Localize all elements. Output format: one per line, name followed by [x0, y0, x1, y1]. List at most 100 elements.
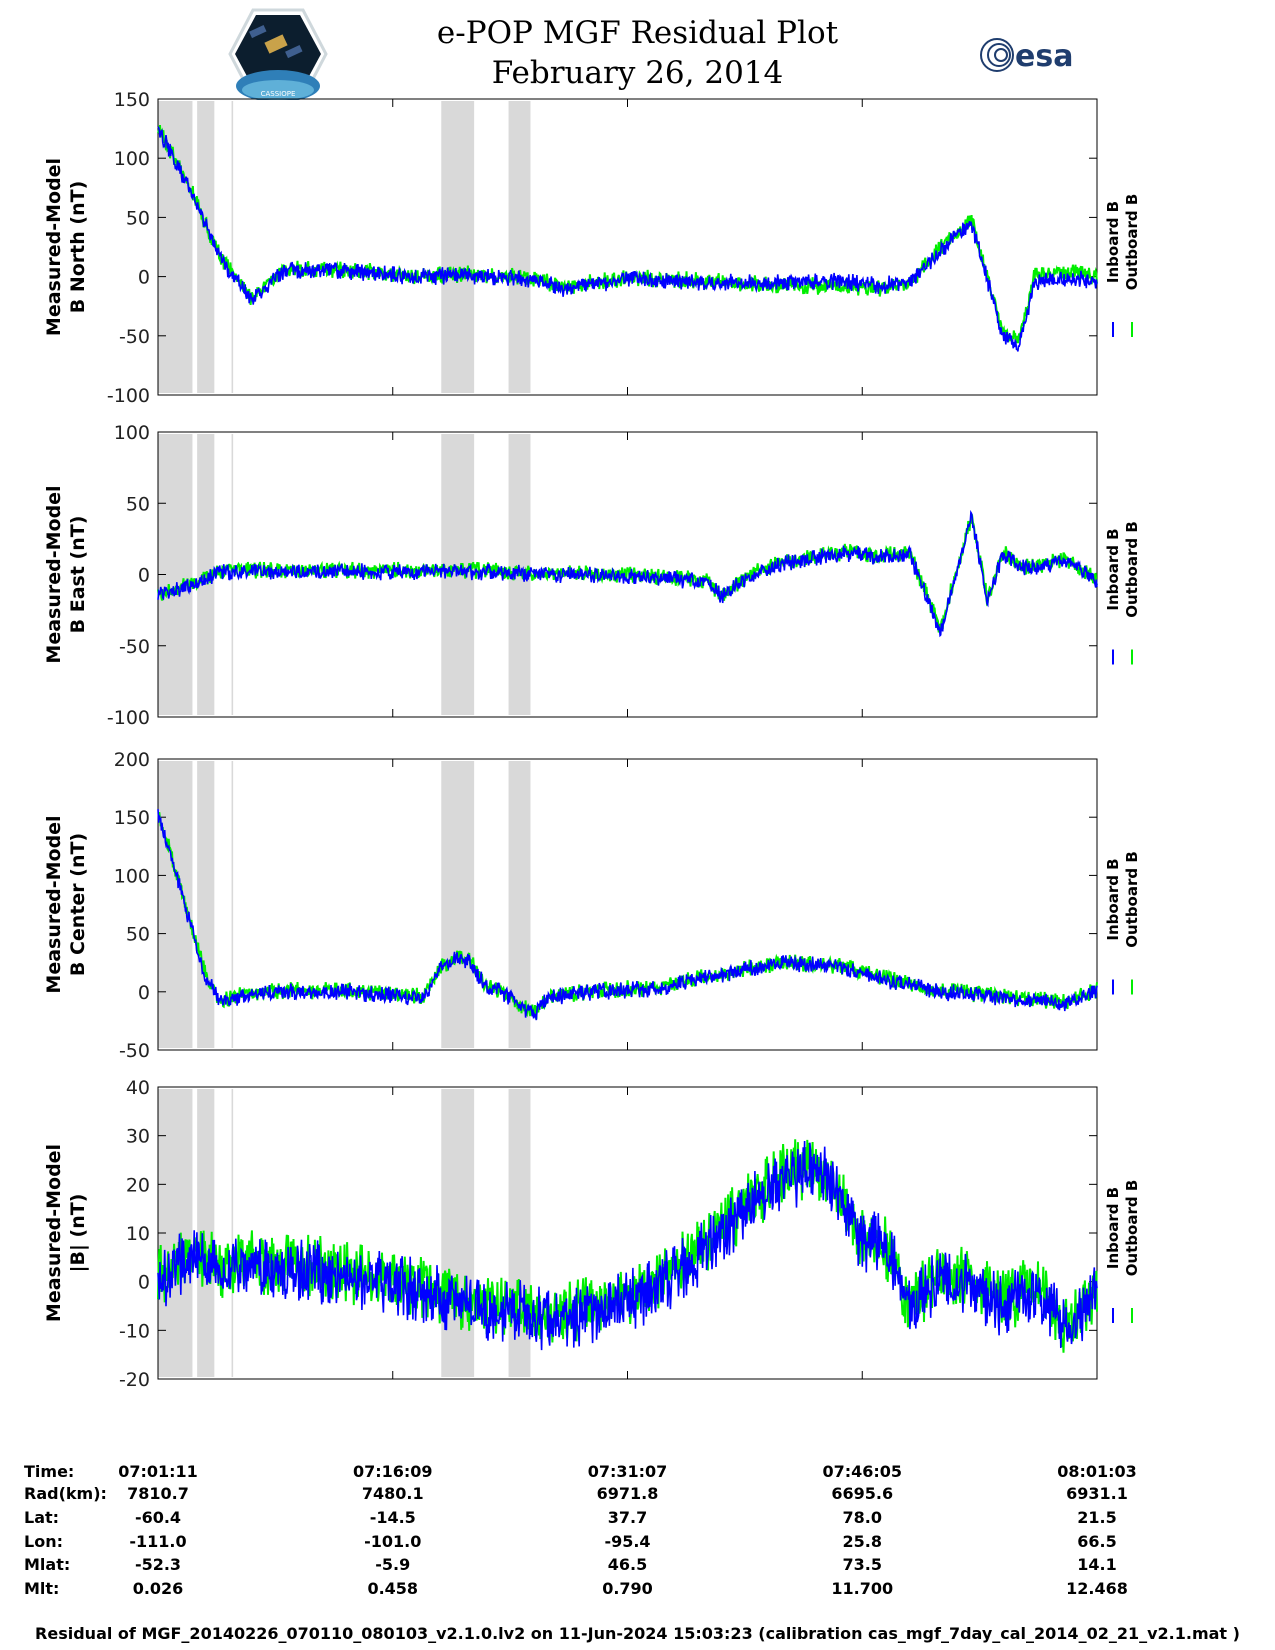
esa-logo: esa	[980, 38, 1073, 74]
satellite-icon	[249, 24, 303, 59]
ephemeris-table: Time: 07:01:11 07:16:09 07:31:07 07:46:05 08:…	[0, 1460, 1275, 1610]
info-cell: 08:01:03	[1057, 1462, 1137, 1481]
chart-panel-1: -100 -50 0 50 100 150 Measured-Model B North (n…	[43, 89, 1141, 407]
y-tick-label: 50	[126, 207, 150, 229]
info-row-label: Rad(km):	[24, 1484, 107, 1503]
info-cell: -111.0	[129, 1532, 187, 1551]
legend-outboard-label: Outboard B	[1123, 521, 1141, 618]
y-tick-label: 50	[126, 493, 150, 515]
info-cell: 0.458	[367, 1579, 419, 1598]
y-tick-label: 40	[126, 1077, 150, 1099]
series-line-inboard	[157, 509, 1098, 638]
plot-frame	[157, 758, 1098, 1051]
chart-panel-3: -50 0 50 100 150 200 Measured-Model B Center (n…	[43, 749, 1141, 1062]
footer-note: Residual of MGF_20140226_070110_080103_v…	[35, 1624, 1240, 1643]
cassiope-logo: CASSIOPE	[228, 8, 328, 100]
esa-logo-text: esa	[1015, 39, 1073, 74]
y-axis-label: Measured-Model	[43, 158, 65, 336]
plot-title: e-POP MGF Residual Plot	[436, 15, 839, 51]
legend-outboard-label: Outboard B	[1123, 1180, 1141, 1277]
y-tick-label: 150	[114, 807, 150, 829]
y-tick-label: -20	[119, 1369, 150, 1391]
info-cell: 7810.7	[127, 1484, 189, 1503]
y-tick-label: -100	[107, 385, 150, 407]
legend-inboard-label: Inboard B	[1104, 1187, 1122, 1269]
y-tick-label: 0	[138, 982, 150, 1004]
y-tick-label: 50	[126, 924, 150, 946]
shaded-interval	[158, 761, 193, 1048]
y-axis-label: Measured-Model	[43, 1144, 65, 1322]
info-row-label: Lat:	[24, 1508, 60, 1527]
y-axis-label: Measured-Model	[43, 485, 65, 663]
shaded-interval	[197, 101, 215, 393]
shaded-interval	[197, 1089, 215, 1377]
shaded-interval	[441, 434, 475, 715]
info-cell: 07:46:05	[822, 1462, 903, 1481]
info-cell: 14.1	[1077, 1555, 1117, 1574]
shaded-interval	[231, 761, 234, 1048]
series-line-inboard	[157, 809, 1098, 1021]
y-axis-label-unit: B East (nT)	[67, 516, 89, 634]
y-tick-label: 10	[126, 1223, 150, 1245]
y-tick-label: 30	[126, 1126, 150, 1148]
info-cell: 7480.1	[361, 1484, 424, 1503]
info-cell: 66.5	[1077, 1532, 1117, 1551]
plot-frame	[157, 1086, 1098, 1380]
y-tick-label: 150	[114, 89, 150, 111]
legend-outboard-label: Outboard B	[1123, 194, 1141, 291]
shaded-interval	[508, 761, 531, 1048]
cassiope-logo-text: CASSIOPE	[261, 90, 296, 98]
info-row-label: Mlt:	[24, 1579, 60, 1598]
shaded-interval	[197, 761, 215, 1048]
y-tick-label: 0	[138, 1272, 150, 1294]
legend-outboard-label: Outboard B	[1123, 851, 1141, 948]
y-tick-label: 100	[114, 422, 150, 444]
y-tick-label: -50	[119, 1040, 150, 1062]
y-axis-label-unit: |B| (nT)	[67, 1194, 89, 1273]
info-cell: 6931.1	[1066, 1484, 1128, 1503]
info-row-label: Lon:	[24, 1532, 63, 1551]
info-cell: 73.5	[842, 1555, 882, 1574]
y-axis-label-unit: B Center (nT)	[67, 833, 89, 976]
legend-inboard-label: Inboard B	[1104, 201, 1122, 283]
y-tick-label: 100	[114, 148, 150, 170]
esa-swirl-icon	[980, 38, 1014, 72]
info-cell: 12.468	[1066, 1579, 1128, 1598]
y-tick-label: -10	[119, 1320, 150, 1342]
info-cell: 11.700	[831, 1579, 894, 1598]
info-cell: 6971.8	[596, 1484, 659, 1503]
legend-inboard-label: Inboard B	[1104, 858, 1122, 940]
info-cell: 0.790	[602, 1579, 653, 1598]
info-cell: -101.0	[364, 1532, 422, 1551]
info-cell: 07:01:11	[118, 1462, 198, 1481]
shaded-interval	[441, 101, 475, 393]
info-cell: 6695.6	[831, 1484, 894, 1503]
shaded-interval	[441, 761, 475, 1048]
y-tick-label: -50	[119, 636, 150, 658]
chart-panel-4: -20 -10 0 10 20 30 40 Measured-Model |B| (nT) Inb…	[43, 1077, 1141, 1391]
info-cell: -60.4	[134, 1508, 182, 1527]
y-tick-label: -100	[107, 707, 150, 729]
plot-date: February 26, 2014	[491, 55, 784, 91]
shaded-interval	[158, 101, 193, 393]
info-cell: 0.026	[132, 1579, 184, 1598]
y-tick-label: 20	[126, 1174, 150, 1196]
info-cell: 78.0	[842, 1508, 882, 1527]
info-cell: 46.5	[607, 1555, 648, 1574]
y-axis-label: Measured-Model	[43, 815, 65, 993]
info-cell: 21.5	[1077, 1508, 1117, 1527]
y-tick-label: 0	[138, 565, 150, 587]
info-cell: 07:31:07	[587, 1462, 668, 1481]
series-line-outboard	[157, 1139, 1098, 1353]
y-tick-label: 100	[114, 865, 150, 887]
info-cell: -52.3	[134, 1555, 182, 1574]
y-axis-label-unit: B North (nT)	[67, 181, 89, 314]
shaded-interval	[231, 1089, 234, 1377]
info-row-label: Mlat:	[24, 1555, 71, 1574]
plot-frame	[157, 98, 1098, 396]
chart-panel-2: -100 -50 0 50 100 Measured-Model B East (nT) In…	[43, 422, 1141, 729]
legend-inboard-label: Inboard B	[1104, 528, 1122, 610]
y-tick-label: -50	[119, 326, 150, 348]
info-cell: 37.7	[607, 1508, 648, 1527]
